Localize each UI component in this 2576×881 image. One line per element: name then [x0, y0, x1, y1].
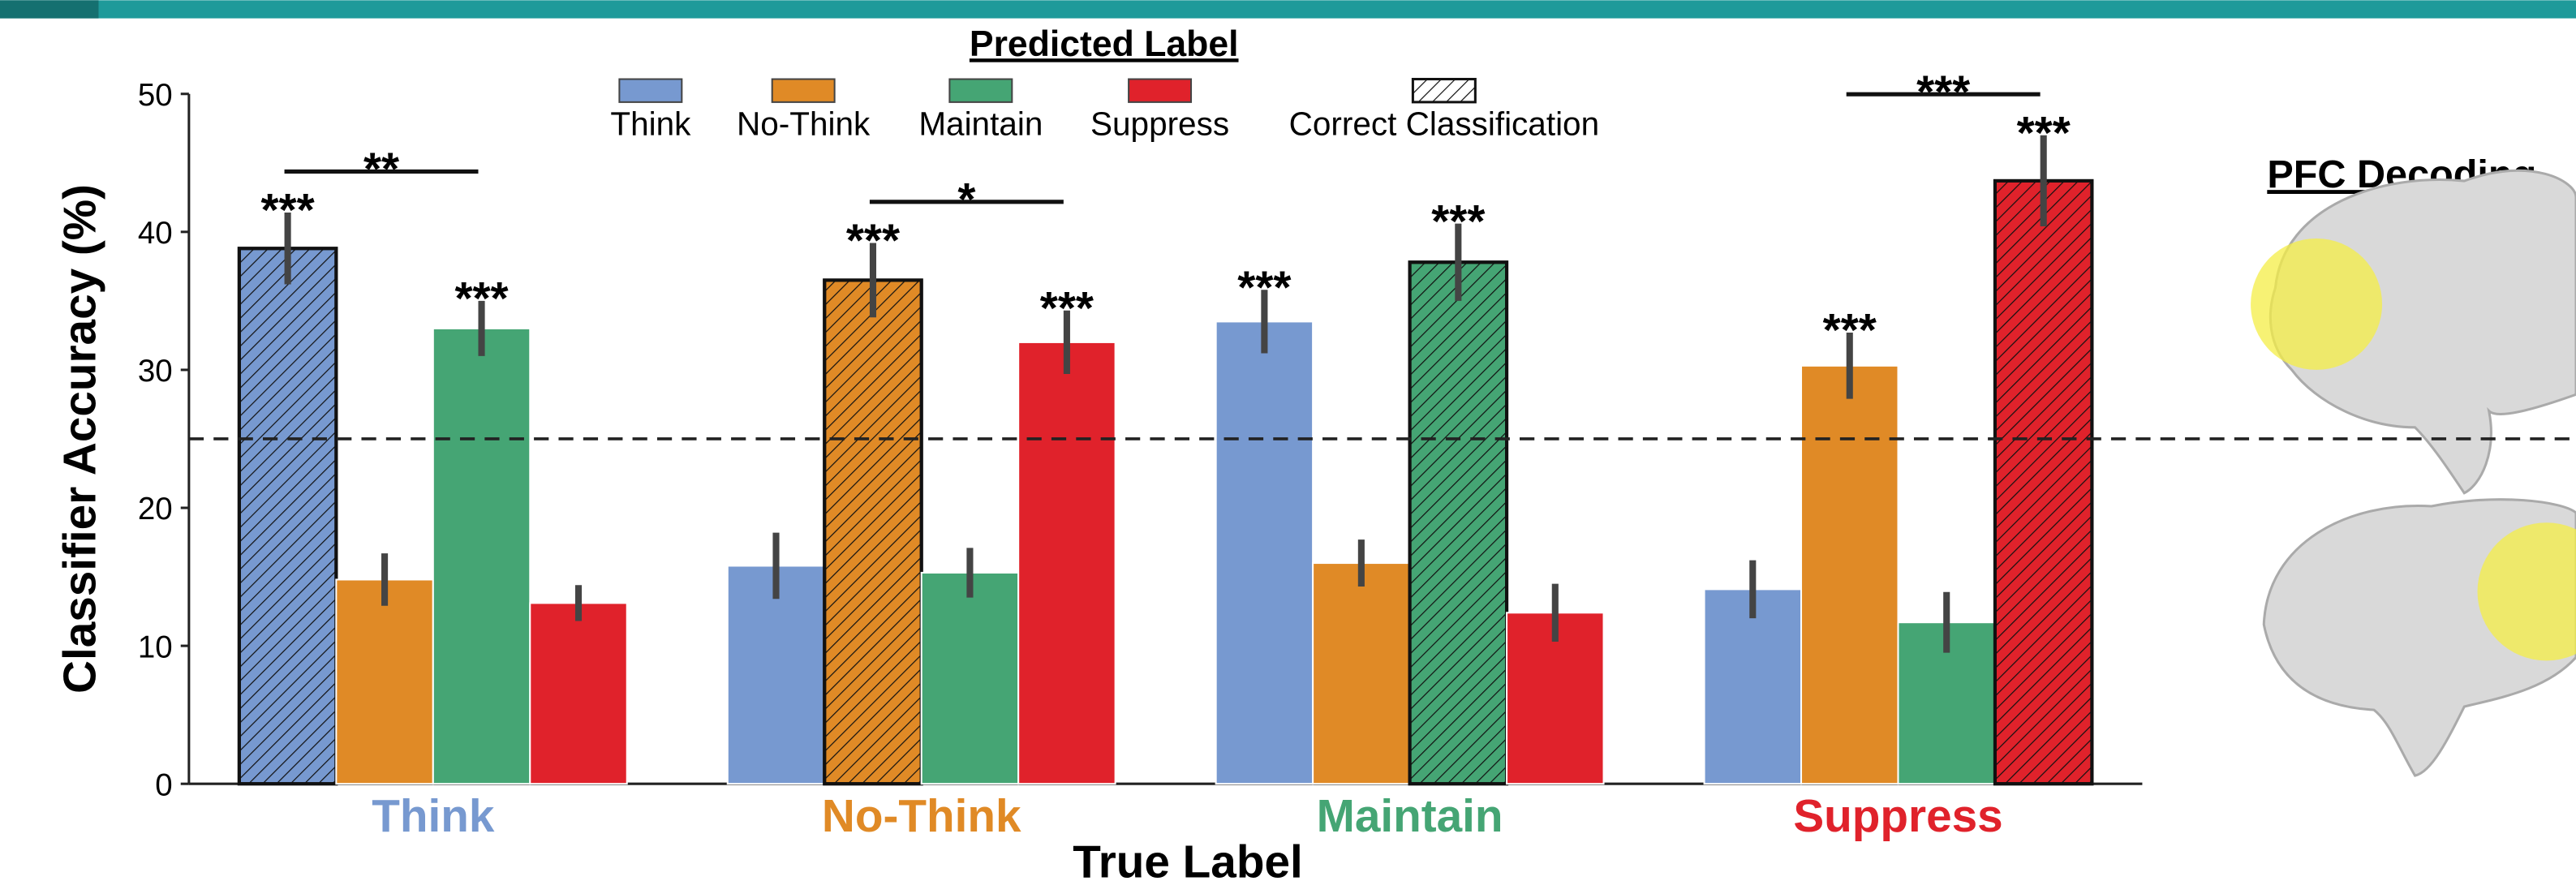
y-tick-label: 0	[155, 767, 172, 802]
y-tick-label: 40	[138, 216, 173, 251]
bar-hatch	[823, 278, 923, 786]
bracket-label: **	[363, 144, 399, 196]
significance: ***	[454, 273, 508, 324]
significance: ***	[1237, 262, 1291, 313]
x-tick-label: No-Think	[822, 791, 1021, 842]
bar	[1017, 341, 1116, 785]
bar-hatch	[1993, 178, 2094, 786]
significance: ***	[1823, 305, 1877, 356]
brain-bottom	[2262, 498, 2576, 777]
bar-hatch	[237, 247, 338, 786]
bar-hatch	[1408, 260, 1509, 786]
x-axis-title: True Label	[1073, 837, 1303, 881]
bar	[1312, 562, 1411, 785]
y-axis-title: Classifier Accuracy (%)	[54, 184, 105, 694]
bar	[432, 327, 531, 785]
legend-label: Maintain	[918, 105, 1043, 142]
legend-label: Think	[610, 105, 691, 142]
top-bar-tab	[0, 0, 99, 19]
brain-top	[2251, 169, 2576, 495]
legend-swatch	[618, 78, 683, 103]
y-tick-label: 20	[138, 492, 173, 526]
bar	[529, 602, 628, 785]
y-tick-label: 10	[138, 630, 173, 664]
x-tick-label: Think	[372, 791, 495, 842]
legend-label: No-Think	[737, 105, 871, 142]
bar	[1703, 588, 1803, 785]
bar	[1800, 364, 1899, 785]
bar	[335, 578, 434, 785]
legend-swatch-hatched	[1411, 78, 1477, 104]
legend-swatch	[948, 78, 1013, 103]
bracket-label: ***	[1916, 67, 1970, 118]
x-tick-label: Maintain	[1317, 791, 1503, 842]
significance: ***	[2017, 108, 2071, 159]
significance: ***	[261, 185, 315, 236]
top-bar	[0, 0, 2576, 19]
bar	[920, 571, 1020, 785]
y-tick-label: 30	[138, 354, 173, 389]
legend-title: Predicted Label	[970, 24, 1239, 64]
significance: ***	[846, 216, 900, 267]
x-tick-label: Suppress	[1793, 791, 2002, 842]
significance: ***	[1040, 283, 1094, 334]
legend-swatch	[1128, 78, 1193, 103]
legend-label: Suppress	[1090, 105, 1229, 142]
bar	[1215, 320, 1314, 785]
significance: ***	[1431, 196, 1485, 247]
legend-swatch	[771, 78, 836, 103]
y-tick-label: 50	[138, 78, 173, 113]
bracket-label: *	[957, 174, 975, 226]
legend-label: Correct Classification	[1289, 105, 1599, 142]
